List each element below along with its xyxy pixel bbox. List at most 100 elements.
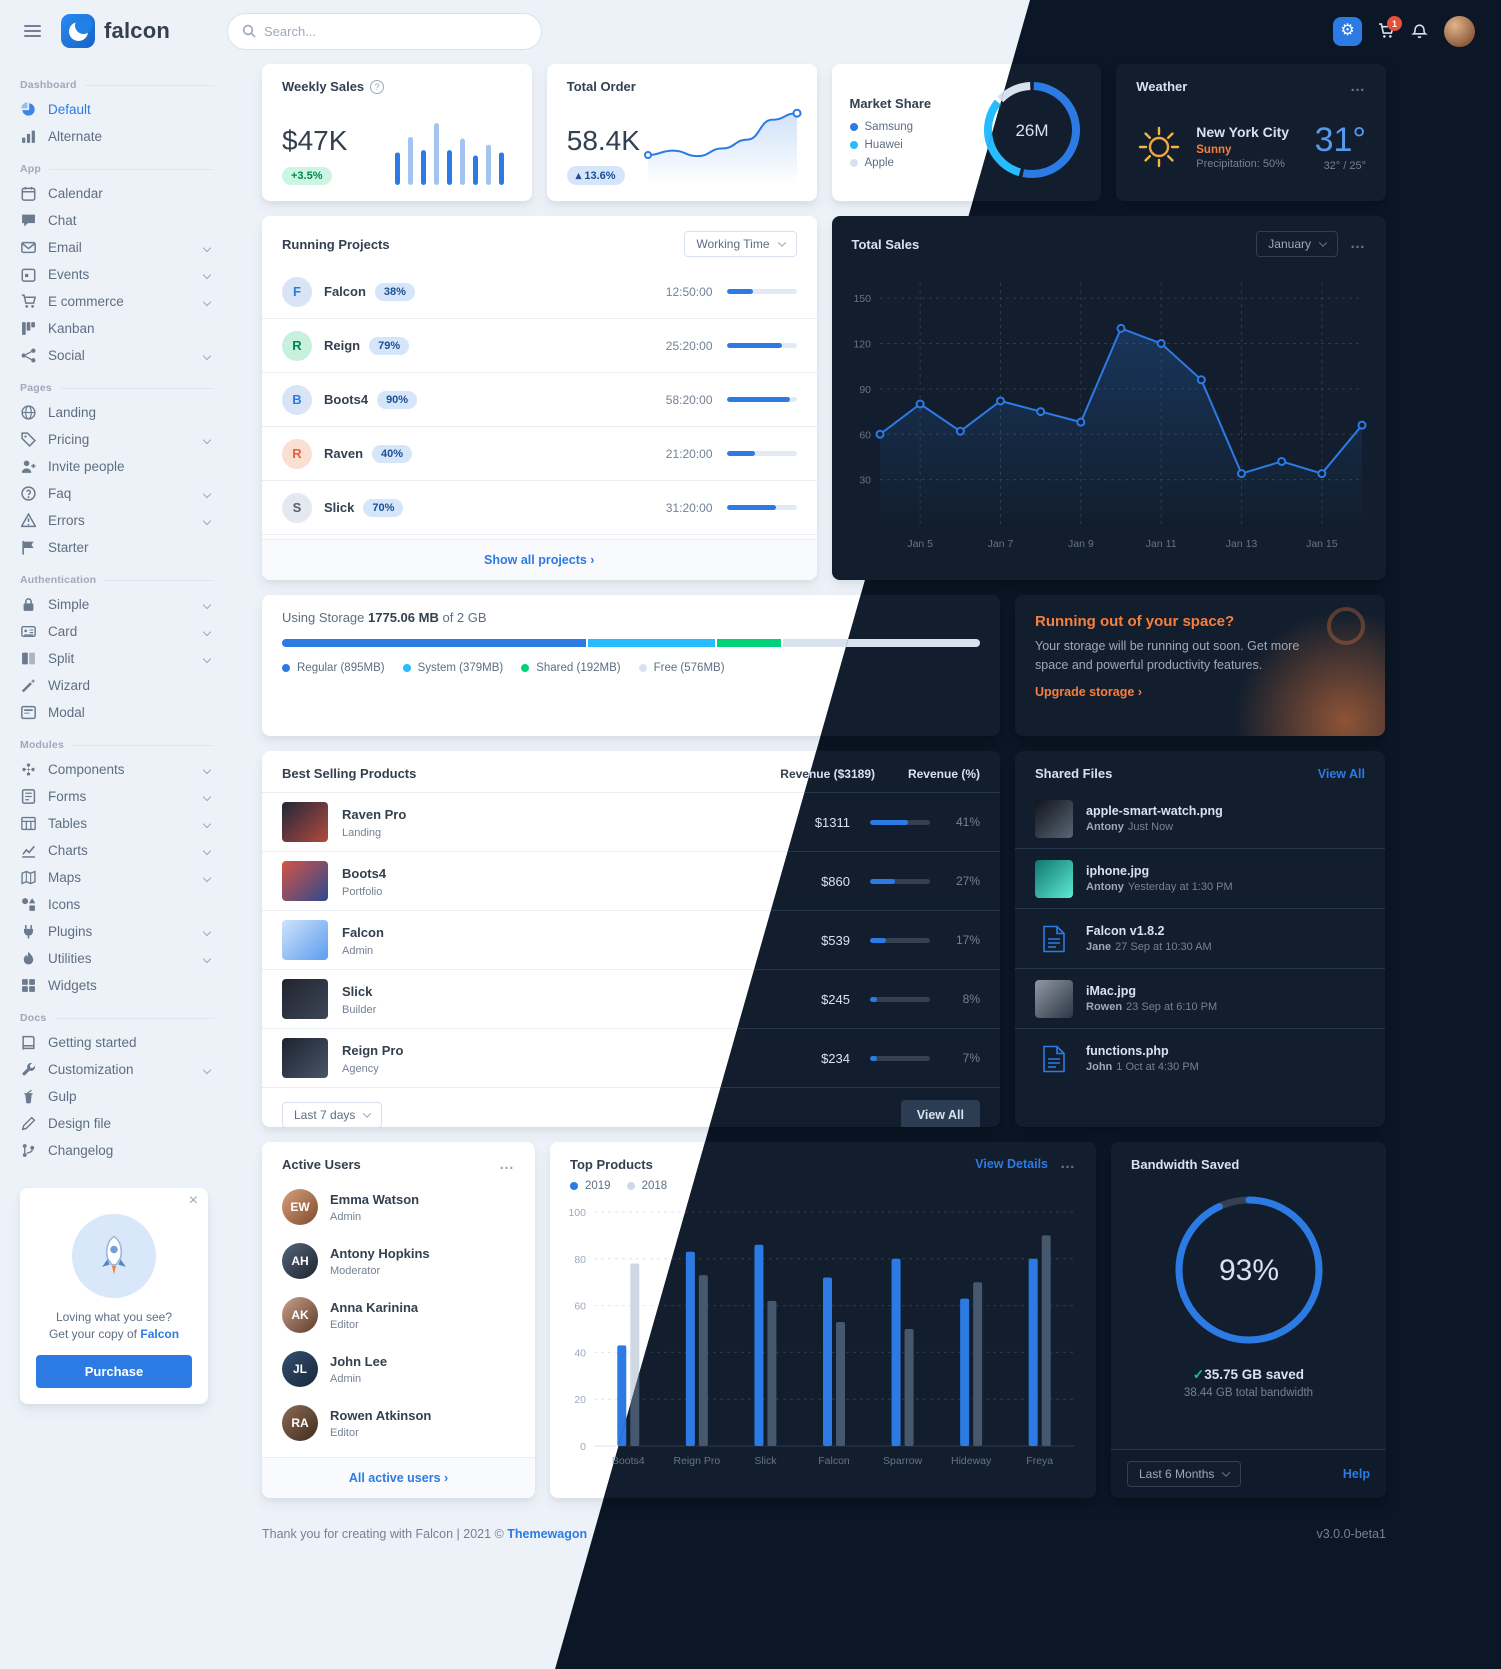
user-name-link[interactable]: Antony Hopkins: [330, 1246, 430, 1261]
falcon-link[interactable]: Falcon: [140, 1327, 180, 1341]
sidebar-item[interactable]: Customization: [20, 1056, 214, 1083]
notifications-button[interactable]: [1411, 23, 1428, 40]
purchase-button[interactable]: Purchase: [36, 1355, 192, 1388]
sidebar-item[interactable]: Social: [20, 342, 214, 369]
sidebar-item[interactable]: Chat: [20, 207, 214, 234]
sidebar-item[interactable]: Forms: [20, 783, 214, 810]
legend-item[interactable]: 2018: [626, 1180, 667, 1192]
product-category-link[interactable]: Agency: [342, 1062, 379, 1075]
info-icon[interactable]: [370, 79, 385, 94]
shared-files-view-all-link[interactable]: View All: [1317, 766, 1365, 781]
sidebar-item[interactable]: Components: [20, 756, 214, 783]
product-name-link[interactable]: Reign Pro: [342, 1042, 404, 1058]
sidebar-item[interactable]: Email: [20, 234, 214, 261]
product-category-link[interactable]: Portfolio: [342, 885, 383, 898]
user-avatar-button[interactable]: [1444, 15, 1475, 47]
sidebar-item[interactable]: Getting started: [20, 1029, 214, 1056]
project-progress-bar: [726, 505, 797, 510]
last-6-months-select[interactable]: Last 6 Months: [1127, 1461, 1242, 1487]
sidebar-item[interactable]: Icons: [20, 891, 214, 918]
sidebar-item[interactable]: Landing: [20, 399, 214, 426]
sidebar-item[interactable]: Alternate: [20, 123, 214, 150]
divider: [72, 744, 214, 746]
sidebar-item[interactable]: Tables: [20, 810, 214, 837]
sidebar-item[interactable]: Wizard: [20, 672, 214, 699]
sidebar-item[interactable]: Design file: [20, 1110, 214, 1137]
file-name-link[interactable]: iphone.jpg: [1086, 864, 1150, 878]
more-options-button[interactable]: [1350, 240, 1366, 248]
sidebar-item[interactable]: Plugins: [20, 918, 214, 945]
user-name-link[interactable]: John Lee: [330, 1354, 388, 1369]
product-name-link[interactable]: Slick: [342, 983, 373, 999]
hamburger-menu-button[interactable]: [20, 21, 45, 41]
help-link[interactable]: Help: [1342, 1467, 1370, 1481]
cart-button[interactable]: 1: [1378, 16, 1402, 39]
nav-items: Simple Card Split: [20, 591, 214, 726]
settings-gear-button[interactable]: ⚙: [1333, 16, 1362, 46]
product-name-link[interactable]: Falcon: [342, 924, 384, 940]
brand-logo[interactable]: falcon: [61, 14, 170, 48]
search-box[interactable]: [227, 12, 542, 50]
sidebar-item[interactable]: Changelog: [20, 1137, 214, 1164]
sidebar-item[interactable]: Events: [20, 261, 214, 288]
product-name-link[interactable]: Boots4: [342, 865, 387, 881]
sidebar-item[interactable]: Maps: [20, 864, 214, 891]
sidebar-item[interactable]: Widgets: [20, 972, 214, 999]
card-title: Weather: [1136, 79, 1188, 94]
user-name-link[interactable]: Anna Karinina: [330, 1300, 419, 1315]
sidebar-item[interactable]: Gulp: [20, 1083, 214, 1110]
legend-item[interactable]: 2019: [570, 1180, 611, 1192]
product-category-link[interactable]: Landing: [342, 826, 382, 839]
sidebar-item[interactable]: E commerce: [20, 288, 214, 315]
user-name-link[interactable]: Emma Watson: [330, 1192, 420, 1207]
sidebar-item[interactable]: Charts: [20, 837, 214, 864]
sidebar-item[interactable]: Utilities: [20, 945, 214, 972]
storage-segment: [282, 639, 588, 647]
sidebar-item[interactable]: Card: [20, 618, 214, 645]
sidebar-item[interactable]: Pricing: [20, 426, 214, 453]
product-category-link[interactable]: Builder: [342, 1003, 377, 1016]
project-name-link[interactable]: Reign: [324, 338, 361, 353]
more-options-button[interactable]: [1350, 83, 1366, 91]
project-time: 12:50:00: [665, 284, 713, 299]
sidebar-item[interactable]: Starter: [20, 534, 214, 561]
month-select[interactable]: January: [1256, 231, 1338, 257]
close-icon[interactable]: [189, 1192, 198, 1210]
working-time-select[interactable]: Working Time: [684, 231, 797, 257]
all-active-users-link[interactable]: All active users: [349, 1471, 448, 1485]
product-percent: 8%: [962, 992, 980, 1006]
file-name-link[interactable]: apple-smart-watch.png: [1086, 804, 1223, 818]
sidebar-item[interactable]: Calendar: [20, 180, 214, 207]
upgrade-storage-link[interactable]: Upgrade storage: [1035, 685, 1365, 699]
more-options-button[interactable]: [499, 1161, 515, 1169]
sidebar-item[interactable]: Kanban: [20, 315, 214, 342]
sidebar-item[interactable]: Simple: [20, 591, 214, 618]
file-name-link[interactable]: Falcon v1.8.2: [1086, 924, 1165, 938]
view-all-button[interactable]: View All: [900, 1100, 980, 1127]
nav-section: Dashboard Default Alternate: [20, 79, 214, 150]
user-name-link[interactable]: Rowen Atkinson: [330, 1408, 432, 1423]
search-input[interactable]: [264, 23, 527, 39]
chevron-down-icon: [202, 243, 212, 252]
view-details-link[interactable]: View Details: [975, 1157, 1048, 1171]
themewagon-link[interactable]: Themewagon: [507, 1527, 588, 1541]
sidebar-item[interactable]: Faq: [20, 480, 214, 507]
project-name-link[interactable]: Falcon: [324, 284, 366, 299]
file-name-link[interactable]: functions.php: [1086, 1044, 1169, 1058]
project-name-link[interactable]: Raven: [324, 446, 364, 461]
sidebar-item[interactable]: Errors: [20, 507, 214, 534]
wrench-icon: [20, 1062, 37, 1077]
more-options-button[interactable]: [1060, 1160, 1076, 1168]
file-name-link[interactable]: iMac.jpg: [1086, 984, 1137, 998]
line-chart-icon: [20, 843, 37, 858]
project-name-link[interactable]: Slick: [324, 500, 355, 515]
product-name-link[interactable]: Raven Pro: [342, 806, 407, 822]
show-all-projects-link[interactable]: Show all projects: [484, 553, 594, 567]
product-category-link[interactable]: Admin: [342, 944, 374, 957]
project-name-link[interactable]: Boots4: [324, 392, 369, 407]
last-7-days-select[interactable]: Last 7 days: [282, 1102, 383, 1127]
sidebar-item[interactable]: Invite people: [20, 453, 214, 480]
sidebar-item[interactable]: Modal: [20, 699, 214, 726]
sidebar-item[interactable]: Default: [20, 96, 214, 123]
sidebar-item[interactable]: Split: [20, 645, 214, 672]
